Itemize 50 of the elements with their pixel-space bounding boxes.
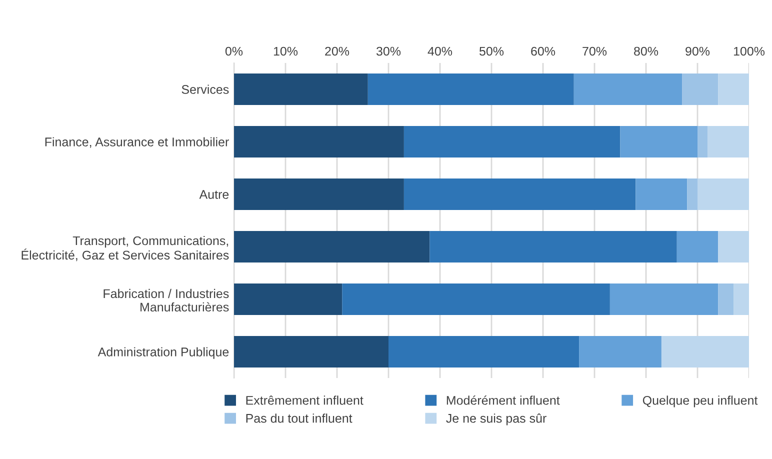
y-tick-label: Administration Publique	[98, 347, 229, 359]
bar	[430, 231, 677, 262]
x-tick-label: 60%	[531, 46, 556, 56]
bar	[404, 178, 636, 210]
legend-label: Je ne suis pas sûr	[446, 414, 546, 426]
bar	[574, 74, 682, 105]
x-tick-label: 70%	[582, 46, 607, 56]
y-tick-label: Transport, Communications, Électricité, Gaz et Services Sanitaires	[22, 236, 229, 262]
bar	[698, 126, 708, 158]
bar	[734, 284, 749, 315]
bar	[579, 336, 662, 368]
bar	[682, 74, 718, 105]
bar	[234, 231, 430, 262]
bar	[718, 284, 734, 315]
y-tick-label: Services	[182, 84, 229, 94]
legend-label: Quelque peu influent	[642, 396, 758, 408]
x-tick-label: 90%	[686, 46, 710, 56]
bar	[388, 336, 580, 368]
legend-label: Pas du tout influent	[246, 414, 352, 423]
bar	[234, 284, 342, 315]
bar	[368, 74, 574, 105]
y-tick-label: Finance, Assurance et Immobilier	[45, 137, 229, 148]
bar	[234, 126, 404, 158]
bar	[698, 178, 749, 210]
y-tick-label: Autre	[199, 190, 229, 199]
bar	[718, 231, 749, 262]
bar	[718, 74, 749, 105]
bar	[687, 178, 698, 210]
x-tick-label: 100%	[734, 46, 765, 56]
x-tick-label: 30%	[376, 46, 401, 56]
legend-label: Extrêmement influent	[246, 396, 364, 405]
bar	[610, 284, 718, 315]
x-tick-label: 40%	[428, 46, 452, 56]
bar	[234, 336, 388, 368]
bar	[661, 336, 749, 368]
x-tick-label: 0%	[225, 46, 243, 56]
legend-label: Modérément influent	[446, 395, 560, 405]
bar	[342, 284, 610, 315]
bar	[404, 126, 620, 158]
bar	[676, 231, 718, 262]
bar	[234, 74, 368, 105]
y-tick-label: Fabrication / Industries Manufacturières	[104, 288, 229, 312]
bar	[708, 126, 749, 158]
x-tick-label: 10%	[274, 46, 298, 56]
x-tick-label: 50%	[479, 46, 504, 56]
bar	[636, 178, 688, 210]
bar	[234, 178, 404, 210]
x-tick-label: 80%	[634, 46, 658, 56]
bar	[620, 126, 698, 158]
x-tick-label: 20%	[325, 46, 350, 56]
